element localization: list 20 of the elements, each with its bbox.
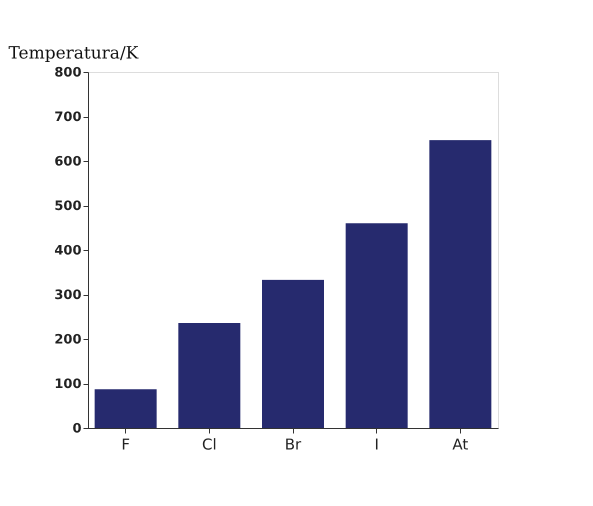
- y-tick-label: 700: [54, 110, 82, 125]
- y-tick-label: 800: [54, 66, 82, 80]
- y-tick-label: 100: [54, 377, 82, 392]
- x-tick-label: Cl: [202, 436, 217, 454]
- y-tick-label: 600: [54, 154, 82, 170]
- bar: [94, 389, 157, 428]
- x-tick-label: F: [121, 436, 130, 454]
- x-tick-label: Br: [284, 436, 302, 454]
- bar: [429, 140, 492, 428]
- bar: [262, 280, 324, 428]
- bar: [178, 322, 240, 428]
- y-tick-label: 300: [54, 288, 82, 303]
- bar: [346, 223, 408, 428]
- y-tick-label: 0: [72, 422, 82, 436]
- x-tick-label: I: [374, 436, 379, 454]
- y-tick-label: 400: [54, 244, 82, 258]
- y-tick-label: 200: [54, 332, 82, 348]
- y-tick-label: 500: [54, 199, 82, 214]
- x-tick-label: At: [452, 436, 468, 454]
- y-axis-title: Temperatura/K: [8, 44, 139, 64]
